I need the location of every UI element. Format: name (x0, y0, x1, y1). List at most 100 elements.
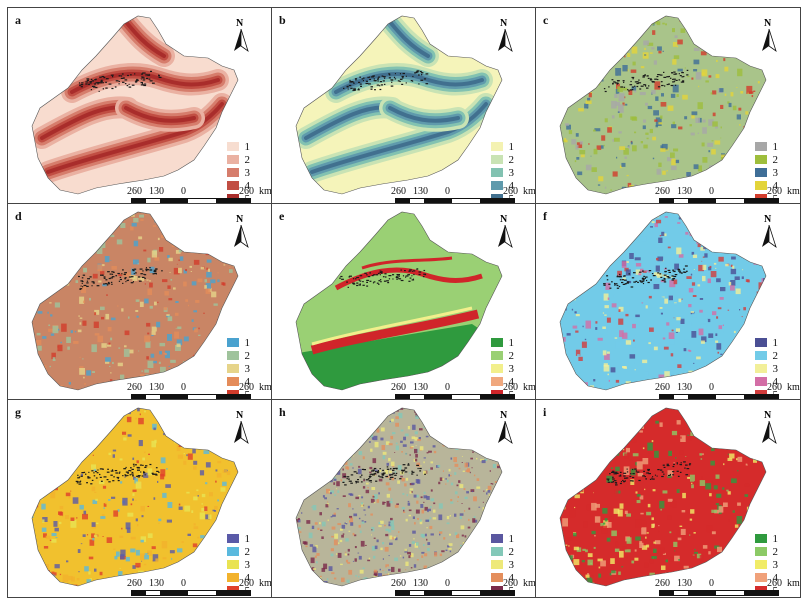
legend-swatch (226, 181, 239, 190)
legend-label: 3 (772, 558, 779, 571)
legend-label: 3 (772, 362, 779, 375)
legend-item: 2 (754, 545, 779, 558)
scale-bar-graphic (659, 590, 779, 596)
legend-label: 4 (244, 375, 251, 388)
scale-label: 0 (181, 578, 186, 589)
legend-swatch (226, 351, 239, 360)
scale-label: 260 (391, 186, 406, 197)
scale-label: 0 (445, 578, 450, 589)
legend-swatch (226, 364, 239, 373)
legend-item: 1 (490, 140, 515, 153)
north-arrow: N (758, 18, 780, 53)
legend-label: 1 (244, 140, 251, 153)
scale-bar-graphic (131, 590, 251, 596)
scale-label: 130 (677, 578, 692, 589)
legend-item: 2 (226, 545, 250, 558)
legend-label: 2 (772, 545, 779, 558)
scale-label: 0 (709, 186, 714, 197)
legend-swatch (754, 547, 767, 556)
legend-item: 1 (226, 336, 250, 349)
legend-swatch (754, 338, 767, 347)
legend-label: 2 (772, 349, 779, 362)
panel-label: h (279, 405, 286, 419)
legend-swatch (754, 377, 767, 386)
scale-label: 260 (239, 382, 254, 393)
legend-label: 2 (772, 153, 779, 166)
scale-label: 260 (767, 578, 782, 589)
scale-label: 130 (413, 186, 428, 197)
north-arrow-icon (762, 421, 777, 445)
map-c (559, 15, 767, 195)
north-arrow: N (758, 214, 780, 249)
scale-label: 260 (767, 186, 782, 197)
scale-label: km (259, 186, 272, 197)
scale-label: 260 (127, 382, 142, 393)
panel-label: d (15, 209, 22, 223)
map-panel-c: cN123452601300260km (535, 7, 801, 206)
north-arrow-icon (234, 421, 249, 445)
legend-item: 1 (226, 140, 251, 153)
legend-label: 4 (244, 179, 251, 192)
legend-swatch (490, 338, 503, 347)
scale-label: 130 (149, 382, 164, 393)
north-label: N (764, 214, 772, 225)
legend-swatch (490, 155, 503, 164)
legend-swatch (754, 364, 767, 373)
map-panel-i: iN123452601300260km (535, 399, 801, 598)
scale-label: 260 (655, 186, 670, 197)
figure-grid: aN123452601300260kmbN123452601300260kmcN… (7, 7, 801, 598)
map-panel-h: hN123452601300260km (271, 399, 537, 598)
legend-swatch (490, 181, 503, 190)
legend-swatch (226, 377, 239, 386)
map-a (31, 15, 239, 195)
scale-label: 0 (445, 382, 450, 393)
legend-item: 4 (490, 179, 515, 192)
legend-label: 2 (508, 349, 515, 362)
legend-label: 1 (772, 532, 779, 545)
scale-label: 260 (503, 578, 518, 589)
scale-bar: 260 130 0 260 km (655, 186, 800, 204)
north-arrow: N (494, 18, 516, 53)
legend-swatch (226, 547, 239, 556)
legend-label: 4 (244, 571, 251, 584)
legend-item: 2 (490, 153, 515, 166)
legend-swatch (754, 181, 767, 190)
legend-item: 1 (754, 336, 779, 349)
panel-label: i (543, 405, 547, 419)
scale-label: 0 (181, 382, 186, 393)
legend-item: 1 (226, 532, 250, 545)
legend-item: 3 (754, 558, 779, 571)
legend-label: 3 (244, 558, 251, 571)
legend-label: 1 (508, 140, 515, 153)
north-label: N (764, 18, 772, 29)
north-arrow-icon (762, 225, 777, 249)
north-label: N (236, 214, 244, 225)
legend-label: 4 (772, 375, 779, 388)
legend-swatch (226, 573, 239, 582)
legend-label: 4 (508, 179, 515, 192)
legend-swatch (754, 155, 767, 164)
scale-label: 260 (503, 382, 518, 393)
map-i (559, 407, 767, 587)
scale-label: km (523, 382, 536, 393)
legend-label: 1 (772, 336, 779, 349)
legend-swatch (490, 534, 503, 543)
scale-bar: 260 130 0 260 km (127, 382, 272, 400)
north-arrow: N (230, 18, 252, 53)
legend-swatch (754, 351, 767, 360)
scale-label: 260 (767, 382, 782, 393)
legend-swatch (754, 560, 767, 569)
map-panel-a: aN123452601300260km (7, 7, 273, 206)
legend-item: 2 (226, 349, 251, 362)
legend-item: 2 (490, 349, 515, 362)
legend-item: 4 (226, 375, 251, 388)
legend-label: 3 (508, 558, 515, 571)
legend-swatch (490, 573, 503, 582)
north-arrow: N (230, 410, 252, 445)
legend-swatch (226, 338, 239, 347)
legend-label: 2 (244, 349, 251, 362)
legend-item: 3 (490, 166, 514, 179)
north-label: N (236, 410, 244, 421)
legend-label: 2 (508, 153, 515, 166)
legend-label: 3 (244, 166, 251, 179)
